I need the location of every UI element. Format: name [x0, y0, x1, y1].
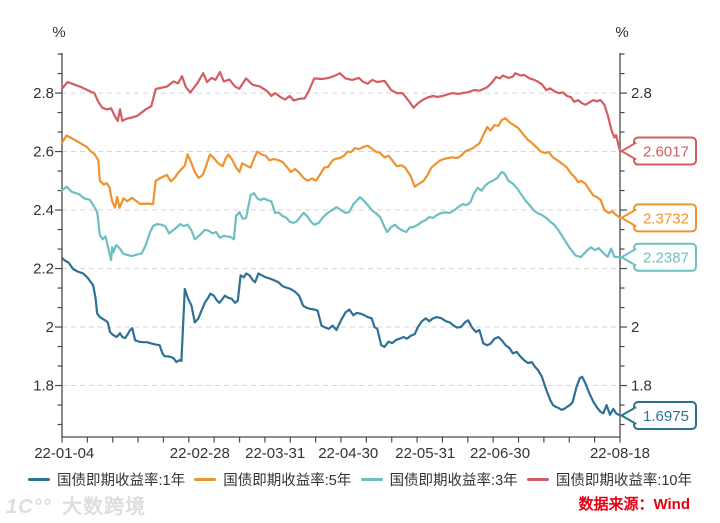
callout-arrow-3y	[620, 248, 637, 267]
legend-item-10y[interactable]: 国债即期收益率:10年	[526, 469, 692, 490]
legend-line-icon	[526, 478, 549, 481]
y-tick-label-right: 1.8	[631, 378, 652, 395]
x-tick-label: 22-02-28	[170, 445, 230, 462]
y-tick-label-left: 2.4	[33, 202, 54, 219]
legend-item-5y[interactable]: 国债即期收益率:5年	[194, 469, 351, 490]
legend-item-1y[interactable]: 国债即期收益率:1年	[28, 469, 185, 490]
legend-line-icon	[28, 478, 50, 481]
callout-value-3y: 2.2387	[643, 250, 689, 267]
legend-label: 国债即期收益率:10年	[555, 473, 692, 489]
x-tick-label: 22-01-04	[34, 445, 94, 462]
x-tick-label: 22-05-31	[395, 445, 455, 462]
series-line-5y	[60, 117, 622, 219]
y-tick-label-right: 2.8	[631, 85, 652, 102]
watermark: 1C°° 大数跨境	[6, 490, 146, 519]
watermark-logo-icon: 1C°°	[6, 496, 52, 518]
legend-label: 国债即期收益率:3年	[389, 473, 518, 489]
x-tick-label: 22-06-30	[470, 445, 530, 462]
callout-value-1y: 1.6975	[643, 408, 689, 425]
y-tick-label-left: 2.8	[33, 85, 54, 102]
series-line-10y	[60, 70, 622, 153]
y-axis-unit-right: %	[615, 24, 629, 41]
legend-label: 国债即期收益率:1年	[57, 473, 186, 489]
y-tick-label-left: 2.2	[33, 261, 54, 278]
y-tick-label-left: 1.8	[33, 378, 54, 395]
callout-arrow-mask	[634, 144, 638, 159]
legend-label: 国债即期收益率:5年	[223, 473, 352, 489]
legend-line-icon	[194, 478, 217, 481]
callout-arrow-mask	[634, 210, 638, 225]
callout-value-5y: 2.3732	[643, 210, 689, 227]
callout-arrow-1y	[620, 406, 637, 425]
legend-item-3y[interactable]: 国债即期收益率:3年	[360, 469, 518, 490]
x-tick-label: 22-08-18	[590, 445, 650, 462]
callout-arrow-mask	[634, 250, 638, 265]
y-tick-label-left: 2	[46, 319, 54, 336]
legend: 国债即期收益率:1年 国债即期收益率:5年 国债即期收益率:3年 国债即期收益率:10…	[28, 469, 692, 490]
callout-value-10y: 2.6017	[643, 144, 689, 161]
series-line-1y	[60, 256, 622, 417]
callout-arrow-10y	[620, 142, 637, 161]
y-axis-unit-left: %	[52, 24, 66, 41]
data-source-note: 数据来源：Wind	[578, 496, 690, 513]
x-tick-label: 22-04-30	[318, 445, 378, 462]
legend-line-icon	[360, 478, 383, 481]
series-line-3y	[60, 170, 622, 262]
callout-arrow-mask	[634, 408, 638, 423]
y-tick-label-right: 2	[631, 319, 639, 336]
callout-arrow-5y	[620, 208, 637, 227]
x-tick-label: 22-03-31	[245, 445, 305, 462]
y-tick-label-left: 2.6	[33, 144, 54, 161]
watermark-text: 大数跨境	[62, 496, 147, 518]
